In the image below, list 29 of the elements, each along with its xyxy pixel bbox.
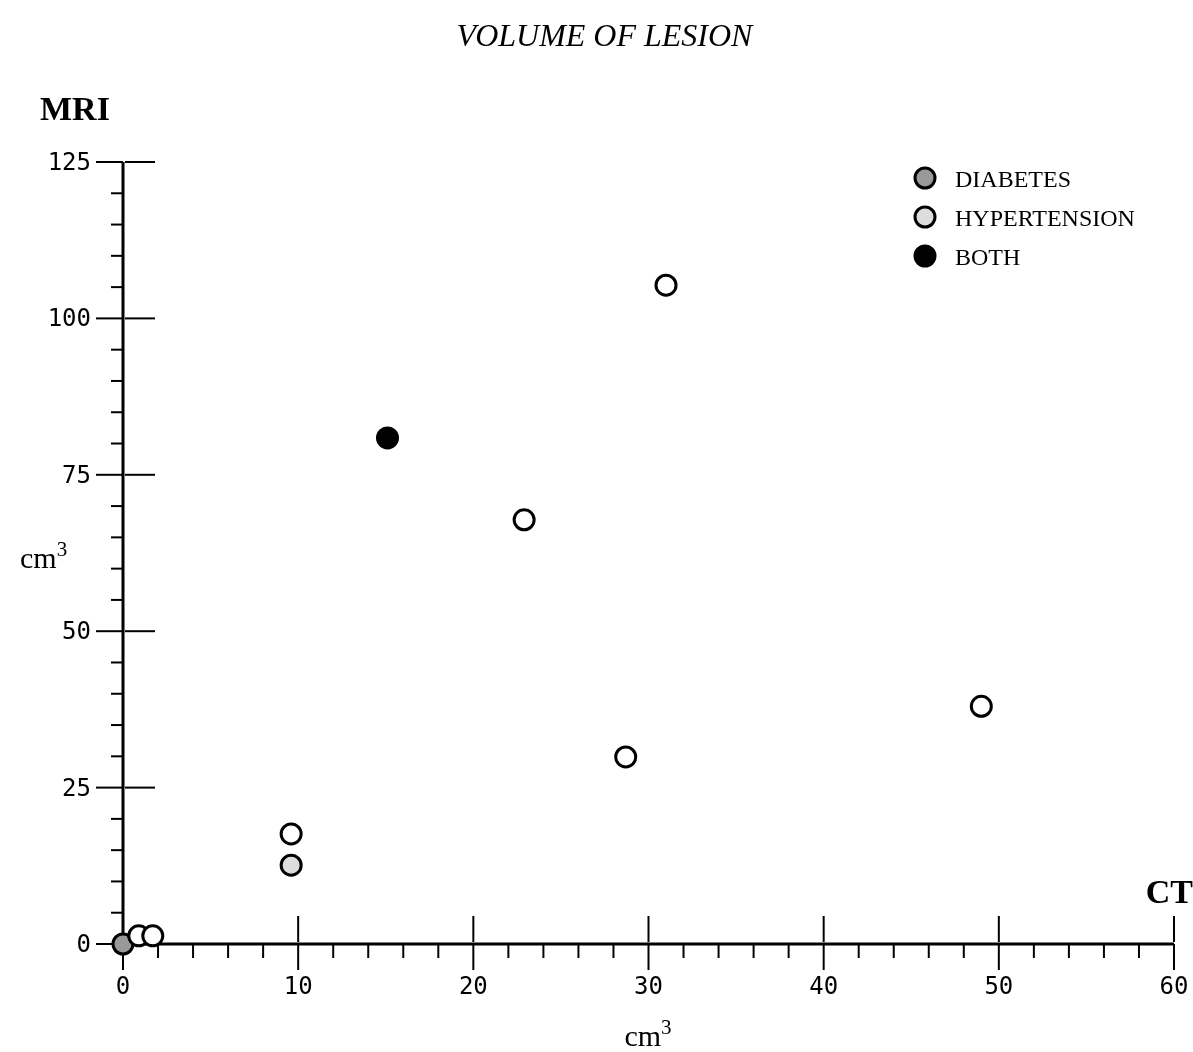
y-tick-label: 125 bbox=[47, 148, 91, 176]
text: cm$^{3}$ bbox=[20, 537, 68, 574]
y-axis-title: MRI bbox=[40, 90, 110, 127]
x-tick-label: 0 bbox=[115, 972, 131, 1000]
y-tick-label: 25 bbox=[62, 773, 91, 802]
text: cm$^{3}$ bbox=[624, 1015, 672, 1052]
point bbox=[969, 694, 993, 718]
chart-title: VOLUME OF LESION bbox=[456, 17, 755, 53]
x-tick-label: 60 bbox=[1159, 972, 1189, 1000]
x-tick-label: 30 bbox=[634, 972, 663, 1000]
point bbox=[279, 822, 303, 846]
legend-label: HYPERTENSION bbox=[955, 205, 1135, 231]
point bbox=[279, 853, 303, 877]
x-tick-label: 10 bbox=[283, 972, 313, 1000]
point bbox=[376, 426, 399, 450]
legend-label: BOTH bbox=[955, 244, 1021, 270]
x-tick-label: 40 bbox=[809, 972, 839, 1000]
point bbox=[614, 745, 638, 769]
x-axis-title: CT bbox=[1145, 873, 1193, 910]
y-tick-label: 0 bbox=[76, 930, 91, 958]
legend-label: DIABETES bbox=[955, 166, 1071, 192]
point bbox=[141, 924, 165, 948]
y-tick-label: 75 bbox=[62, 460, 91, 489]
x-tick-label: 20 bbox=[458, 972, 488, 1000]
point bbox=[654, 273, 678, 297]
point bbox=[512, 508, 536, 532]
x-tick-label: 50 bbox=[984, 972, 1014, 1000]
y-tick-label: 50 bbox=[62, 617, 91, 646]
y-tick-label: 100 bbox=[47, 304, 91, 333]
